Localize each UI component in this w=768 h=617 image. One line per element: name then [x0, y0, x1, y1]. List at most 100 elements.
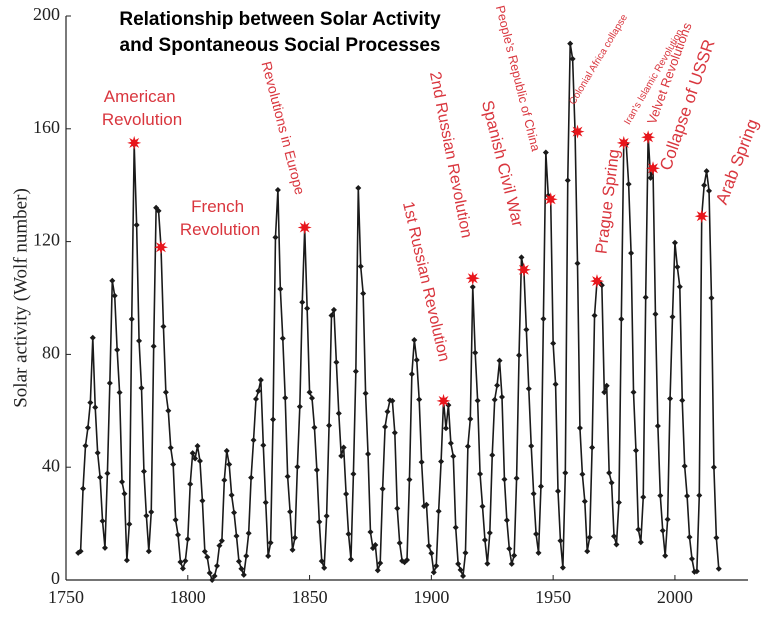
- data-point: [167, 444, 174, 451]
- data-point: [82, 442, 89, 449]
- data-point: [343, 490, 350, 497]
- data-point: [533, 531, 540, 538]
- data-point: [133, 221, 140, 228]
- data-point: [576, 425, 583, 432]
- data-point: [706, 187, 713, 194]
- data-point: [540, 315, 547, 322]
- data-point: [608, 479, 615, 486]
- data-point: [318, 558, 325, 565]
- data-point: [333, 359, 340, 366]
- data-point: [287, 508, 294, 515]
- data-point: [625, 181, 632, 188]
- data-point: [233, 533, 240, 540]
- data-point: [355, 185, 362, 192]
- data-point: [201, 548, 208, 555]
- event-marker: [516, 262, 531, 277]
- data-point: [128, 316, 135, 323]
- data-point: [136, 337, 143, 344]
- data-point: [659, 527, 666, 534]
- data-point: [435, 508, 442, 515]
- data-point: [618, 316, 625, 323]
- data-point: [221, 477, 228, 484]
- data-point: [452, 524, 459, 531]
- data-point: [377, 560, 384, 567]
- data-point: [584, 548, 591, 555]
- data-point: [175, 531, 182, 538]
- data-point: [425, 542, 432, 549]
- data-point: [309, 395, 316, 402]
- data-point: [632, 447, 639, 454]
- y-tick-label: 40: [42, 455, 60, 475]
- data-point: [384, 408, 391, 415]
- data-point: [265, 553, 272, 560]
- data-point: [238, 565, 245, 572]
- data-point: [226, 461, 233, 468]
- data-point: [535, 549, 542, 556]
- data-point: [211, 573, 218, 580]
- data-point: [374, 567, 381, 574]
- event-label: Spanish Civil War: [478, 99, 527, 230]
- data-point: [165, 407, 172, 414]
- data-point: [589, 444, 596, 451]
- data-point: [462, 549, 469, 556]
- data-point: [252, 395, 259, 402]
- data-point: [679, 397, 686, 404]
- data-point: [313, 467, 320, 474]
- data-point: [89, 334, 96, 341]
- data-point: [430, 569, 437, 576]
- event-marker: [153, 240, 168, 255]
- data-point: [652, 311, 659, 318]
- data-point: [177, 558, 184, 565]
- event-label: 2nd Russian Revolution: [426, 70, 475, 239]
- data-point: [428, 550, 435, 557]
- data-point: [635, 526, 642, 533]
- data-point: [196, 457, 203, 464]
- data-point: [408, 371, 415, 378]
- data-point: [330, 306, 337, 313]
- data-point: [559, 564, 566, 571]
- data-point: [662, 552, 669, 559]
- data-point: [340, 444, 347, 451]
- data-point: [255, 388, 262, 395]
- data-point: [406, 476, 413, 483]
- data-point: [119, 478, 126, 485]
- event-label: Arab Spring: [712, 116, 762, 207]
- x-tick-label: 1750: [48, 587, 84, 607]
- data-point: [647, 174, 654, 181]
- data-point: [530, 490, 537, 497]
- data-point: [204, 554, 211, 561]
- event-label-line: American: [104, 87, 181, 106]
- data-point: [126, 521, 133, 528]
- data-point: [335, 410, 342, 417]
- data-point: [323, 512, 330, 519]
- event-label-line: French: [191, 197, 249, 216]
- data-point: [518, 254, 525, 261]
- x-tick-label: 1950: [535, 587, 571, 607]
- data-point: [97, 474, 104, 481]
- data-point: [477, 470, 484, 477]
- data-point: [299, 299, 306, 306]
- data-point: [628, 250, 635, 257]
- data-point: [630, 389, 637, 396]
- data-point: [235, 558, 242, 565]
- x-tick-label: 2000: [657, 587, 693, 607]
- data-point: [121, 490, 128, 497]
- event-marker: [589, 274, 604, 289]
- data-point: [250, 437, 257, 444]
- data-point: [464, 443, 471, 450]
- data-point: [664, 516, 671, 523]
- data-point: [569, 55, 576, 62]
- data-point: [715, 565, 722, 572]
- data-point: [486, 529, 493, 536]
- data-point: [516, 352, 523, 359]
- data-point: [562, 469, 569, 476]
- data-point: [396, 540, 403, 547]
- event-marker: [297, 220, 312, 235]
- data-point: [450, 453, 457, 460]
- data-point: [523, 326, 530, 333]
- data-point: [611, 533, 618, 540]
- data-point: [311, 424, 318, 431]
- data-point: [503, 517, 510, 524]
- data-point: [357, 263, 364, 270]
- data-point: [637, 539, 644, 546]
